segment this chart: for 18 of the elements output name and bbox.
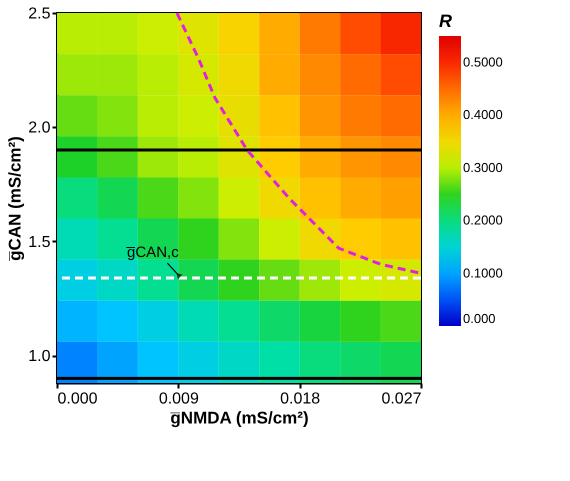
x-tick-label: 0.018 <box>280 390 320 408</box>
color-bar-label: 0.2000 <box>463 212 503 228</box>
y-tick-label: 2.5 <box>28 6 51 22</box>
color-bar-label: 0.1000 <box>463 265 503 280</box>
y-axis-title: g̅CAN (mS/cm²) <box>5 136 24 262</box>
annotation: g̅CAN,c <box>126 244 180 262</box>
x-tick-label: 0.000 <box>58 390 98 408</box>
y-tick-label: 1.5 <box>28 234 51 251</box>
color-bar-label: 0.3000 <box>463 160 503 175</box>
x-axis-title: g̅NMDA (mS/cm²) <box>170 408 309 428</box>
y-tick-label: 2.0 <box>28 120 51 137</box>
color-bar-label: 0.5000 <box>463 54 503 70</box>
legend-title: R <box>439 11 452 31</box>
x-tick-label: 0.009 <box>158 390 199 408</box>
y-tick-label: 1.0 <box>28 348 51 366</box>
color-bar-label: 0.000 <box>463 311 496 326</box>
color-bar-label: 0.4000 <box>463 107 503 122</box>
x-tick-label: 0.027 <box>381 390 422 408</box>
